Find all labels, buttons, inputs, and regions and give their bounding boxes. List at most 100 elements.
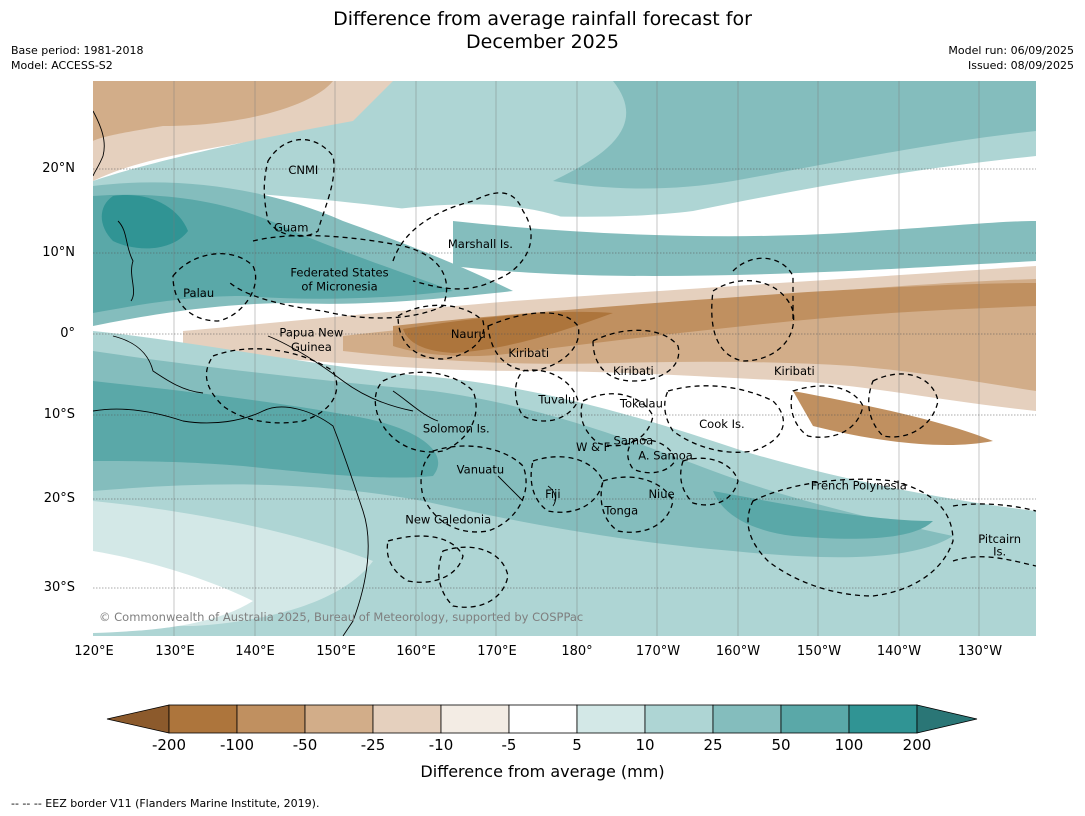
lon-label-180: 180° (561, 644, 593, 659)
colorbar-label: Difference from average (mm) (420, 762, 665, 781)
lon-label-140w: 140°W (876, 644, 922, 659)
place-label: Tokelau (619, 397, 663, 411)
title-line-1: Difference from average rainfall forecas… (333, 8, 752, 30)
colorbar-tick: -10 (428, 736, 454, 754)
coastlines (93, 110, 556, 636)
place-label: Niue (648, 487, 674, 501)
place-label: Federated States (290, 266, 388, 280)
lat-label-0: 0° (60, 326, 75, 341)
anomaly-region-dry-equatorial-strong (403, 311, 613, 353)
place-label: French Polynesia (811, 479, 907, 493)
place-label: Samoa (614, 434, 654, 448)
place-label: Papua New (279, 325, 343, 339)
lon-label-130e: 130°E (155, 644, 195, 659)
place-label: Kiribati (613, 364, 654, 378)
colorbar-swatch (508, 704, 578, 734)
anomaly-region-dry-east (793, 391, 993, 446)
eez-legend-note: -- -- -- EEZ border V11 (Flanders Marine… (11, 797, 320, 810)
place-label: Guinea (291, 340, 332, 354)
rainfall-map: © Commonwealth of Australia 2025, Bureau… (93, 81, 1036, 636)
place-label: Kiribati (508, 346, 549, 360)
lat-label-20n: 20°N (42, 161, 75, 176)
lon-label-130w: 130°W (957, 644, 1003, 659)
lon-label-140e: 140°E (235, 644, 275, 659)
lon-label-160w: 160°W (715, 644, 761, 659)
place-label: W & F (576, 440, 610, 454)
colorbar-tick: 50 (771, 736, 791, 754)
place-label: Fiji (545, 487, 560, 501)
colorbar-swatch (712, 704, 782, 734)
colorbar-tick: -200 (151, 736, 187, 754)
colorbar-extend-low (106, 704, 170, 734)
meta-right: Model run: 06/09/2025 Issued: 08/09/2025 (948, 43, 1074, 73)
colorbar-tick: 25 (703, 736, 723, 754)
anomaly-region-wet-philippines (101, 195, 188, 249)
lon-label-150e: 150°E (316, 644, 356, 659)
colorbar-swatch (440, 704, 510, 734)
title-line-2: December 2025 (466, 31, 619, 53)
colorbar-tick: -100 (219, 736, 255, 754)
eez-borders (172, 139, 1036, 608)
lon-label-160e: 160°E (396, 644, 436, 659)
colorbar-tick: -50 (292, 736, 318, 754)
model-name: Model: ACCESS-S2 (11, 59, 113, 72)
anomaly-region-neutral-southwest (93, 551, 253, 633)
anomaly-region-wet-spcz-east (713, 491, 933, 539)
place-label: Kiribati (774, 364, 815, 378)
anomaly-region-dry-nw-core (93, 81, 333, 141)
map-title: Difference from average rainfall forecas… (0, 8, 1085, 54)
lon-label-120e: 120°E (74, 644, 114, 659)
lon-label-150w: 150°W (796, 644, 842, 659)
place-label: Cook Is. (699, 417, 744, 431)
issued-date: Issued: 08/09/2025 (967, 59, 1074, 72)
lon-label-170e: 170°E (477, 644, 517, 659)
place-label: Vanuatu (457, 462, 504, 476)
anomaly-region-wet-spcz-core (93, 381, 439, 478)
colorbar-swatch (644, 704, 714, 734)
colorbar-tick: -25 (360, 736, 386, 754)
place-label: A. Samoa (638, 448, 693, 462)
place-label: Tonga (603, 503, 638, 517)
place-label: Palau (183, 286, 214, 300)
place-label: Nauru (451, 327, 486, 341)
lat-label-20s: 20°S (43, 491, 75, 506)
lat-label-10s: 10°S (43, 407, 75, 422)
colorbar-tick: 10 (635, 736, 655, 754)
place-label: Pitcairn (978, 532, 1021, 546)
lon-label-170w: 170°W (635, 644, 681, 659)
place-label: New Caledonia (405, 512, 491, 526)
colorbar-swatch (372, 704, 442, 734)
colorbar-swatch (168, 704, 238, 734)
place-label: Marshall Is. (448, 237, 513, 251)
anomaly-region-dry-equatorial-core (393, 283, 1036, 357)
colorbar-swatch (780, 704, 850, 734)
place-label: of Micronesia (301, 279, 377, 293)
colorbar-swatch (304, 704, 374, 734)
colorbar-swatches (106, 704, 978, 734)
model-run: Model run: 06/09/2025 (948, 44, 1074, 57)
copyright-notice: © Commonwealth of Australia 2025, Bureau… (99, 610, 583, 624)
lat-label-30s: 30°S (43, 580, 75, 595)
colorbar-tick: -5 (501, 736, 517, 754)
place-label: Solomon Is. (423, 421, 490, 435)
colorbar-swatch (576, 704, 646, 734)
colorbar-swatch (236, 704, 306, 734)
anomaly-region-wet-itcz (453, 221, 1036, 276)
colorbar-tick: 200 (902, 736, 932, 754)
colorbar-tick: 100 (834, 736, 864, 754)
place-label: Guam (274, 220, 308, 234)
place-label: Is. (993, 544, 1006, 558)
anomaly-region-wet-north-inner (553, 81, 1036, 189)
colorbar-extend-high (916, 704, 978, 734)
place-label: CNMI (288, 163, 318, 177)
colorbar-swatch (848, 704, 918, 734)
colorbar (106, 704, 978, 734)
place-label: Tuvalu (537, 393, 575, 407)
colorbar-tick: 5 (572, 736, 582, 754)
latitude-gridlines (93, 168, 1036, 589)
longitude-gridlines (173, 81, 980, 636)
base-period: Base period: 1981-2018 (11, 44, 144, 57)
meta-left: Base period: 1981-2018 Model: ACCESS-S2 (11, 43, 143, 73)
lat-label-10n: 10°N (42, 245, 75, 260)
